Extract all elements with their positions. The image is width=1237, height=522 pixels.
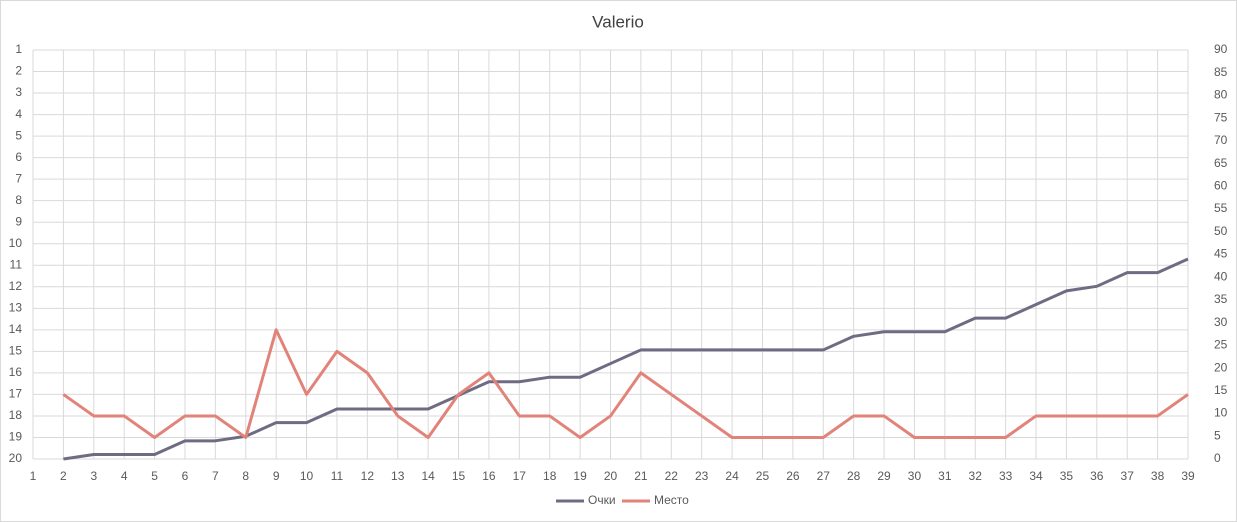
x-tick-label: 7 <box>212 469 219 483</box>
y-tick-label: 10 <box>9 236 23 250</box>
y2-tick-label: 15 <box>1214 383 1228 397</box>
y2-tick-label: 45 <box>1214 247 1228 261</box>
x-tick-label: 36 <box>1090 469 1104 483</box>
x-tick-label: 37 <box>1121 469 1135 483</box>
y-tick-label: 17 <box>9 387 23 401</box>
x-tick-label: 17 <box>513 469 527 483</box>
y-tick-label: 18 <box>9 408 23 422</box>
x-tick-label: 8 <box>242 469 249 483</box>
series-line <box>63 257 1189 461</box>
x-tick-label: 6 <box>182 469 189 483</box>
y2-tick-label: 60 <box>1214 179 1228 193</box>
y2-tick-label: 10 <box>1214 406 1228 420</box>
y-tick-label: 16 <box>9 365 23 379</box>
y2-tick-label: 20 <box>1214 360 1228 374</box>
y-tick-label: 6 <box>15 150 22 164</box>
y2-tick-label: 55 <box>1214 201 1228 215</box>
y-tick-label: 20 <box>9 451 23 465</box>
x-tick-label: 2 <box>60 469 67 483</box>
x-tick-label: 35 <box>1060 469 1074 483</box>
x-tick-label: 11 <box>331 469 344 483</box>
y2-tick-label: 30 <box>1214 315 1228 329</box>
y-tick-label: 9 <box>15 214 22 228</box>
y2-tick-label: 0 <box>1214 451 1221 465</box>
x-tick-label: 23 <box>695 469 709 483</box>
x-tick-label: 22 <box>665 469 679 483</box>
x-tick-label: 3 <box>90 469 97 483</box>
x-tick-label: 25 <box>756 469 770 483</box>
y2-tick-label: 75 <box>1214 110 1228 124</box>
x-tick-label: 4 <box>121 469 128 483</box>
y-tick-label: 5 <box>15 128 22 142</box>
x-tick-label: 24 <box>725 469 739 483</box>
y2-tick-label: 40 <box>1214 269 1228 283</box>
y-tick-label: 13 <box>9 300 23 314</box>
y2-tick-label: 65 <box>1214 156 1228 170</box>
chart-title: Valerio <box>592 12 644 31</box>
x-tick-label: 26 <box>786 469 800 483</box>
x-tick-label: 34 <box>1029 469 1043 483</box>
x-tick-label: 28 <box>847 469 861 483</box>
x-tick-label: 5 <box>151 469 158 483</box>
x-tick-label: 30 <box>908 469 922 483</box>
y-tick-label: 4 <box>15 107 22 121</box>
x-tick-label: 32 <box>969 469 983 483</box>
y-tick-label: 8 <box>15 193 22 207</box>
x-tick-label: 20 <box>604 469 618 483</box>
x-tick-label: 1 <box>30 469 37 483</box>
x-tick-label: 15 <box>452 469 466 483</box>
y-tick-label: 19 <box>9 430 23 444</box>
legend-label: Место <box>654 493 689 507</box>
y2-tick-label: 5 <box>1214 428 1221 442</box>
x-tick-label: 19 <box>573 469 587 483</box>
x-tick-label: 38 <box>1151 469 1165 483</box>
x-tick-label: 33 <box>999 469 1013 483</box>
y-tick-label: 11 <box>10 257 23 271</box>
y-tick-label: 15 <box>9 344 23 358</box>
y-tick-label: 3 <box>15 85 22 99</box>
y2-tick-label: 25 <box>1214 338 1228 352</box>
x-tick-label: 18 <box>543 469 557 483</box>
y2-tick-label: 90 <box>1214 42 1228 56</box>
y2-tick-label: 50 <box>1214 224 1228 238</box>
y2-tick-label: 85 <box>1214 65 1228 79</box>
y-tick-label: 7 <box>15 171 22 185</box>
y2-tick-label: 80 <box>1214 88 1228 102</box>
series-line <box>62 328 1189 439</box>
y2-tick-label: 35 <box>1214 292 1228 306</box>
x-tick-label: 14 <box>421 469 435 483</box>
x-tick-label: 13 <box>391 469 405 483</box>
y-tick-label: 12 <box>9 279 23 293</box>
x-tick-label: 10 <box>300 469 314 483</box>
y2-tick-label: 70 <box>1214 133 1228 147</box>
x-tick-label: 31 <box>938 469 952 483</box>
y-tick-label: 1 <box>15 42 22 56</box>
y-tick-label: 2 <box>15 64 22 78</box>
x-tick-label: 29 <box>877 469 891 483</box>
x-tick-label: 27 <box>817 469 831 483</box>
x-tick-label: 16 <box>482 469 496 483</box>
x-tick-label: 12 <box>361 469 375 483</box>
x-tick-label: 21 <box>634 469 648 483</box>
legend-label: Очки <box>588 493 616 507</box>
x-tick-label: 9 <box>273 469 280 483</box>
x-tick-label: 39 <box>1181 469 1195 483</box>
y-tick-label: 14 <box>9 322 23 336</box>
